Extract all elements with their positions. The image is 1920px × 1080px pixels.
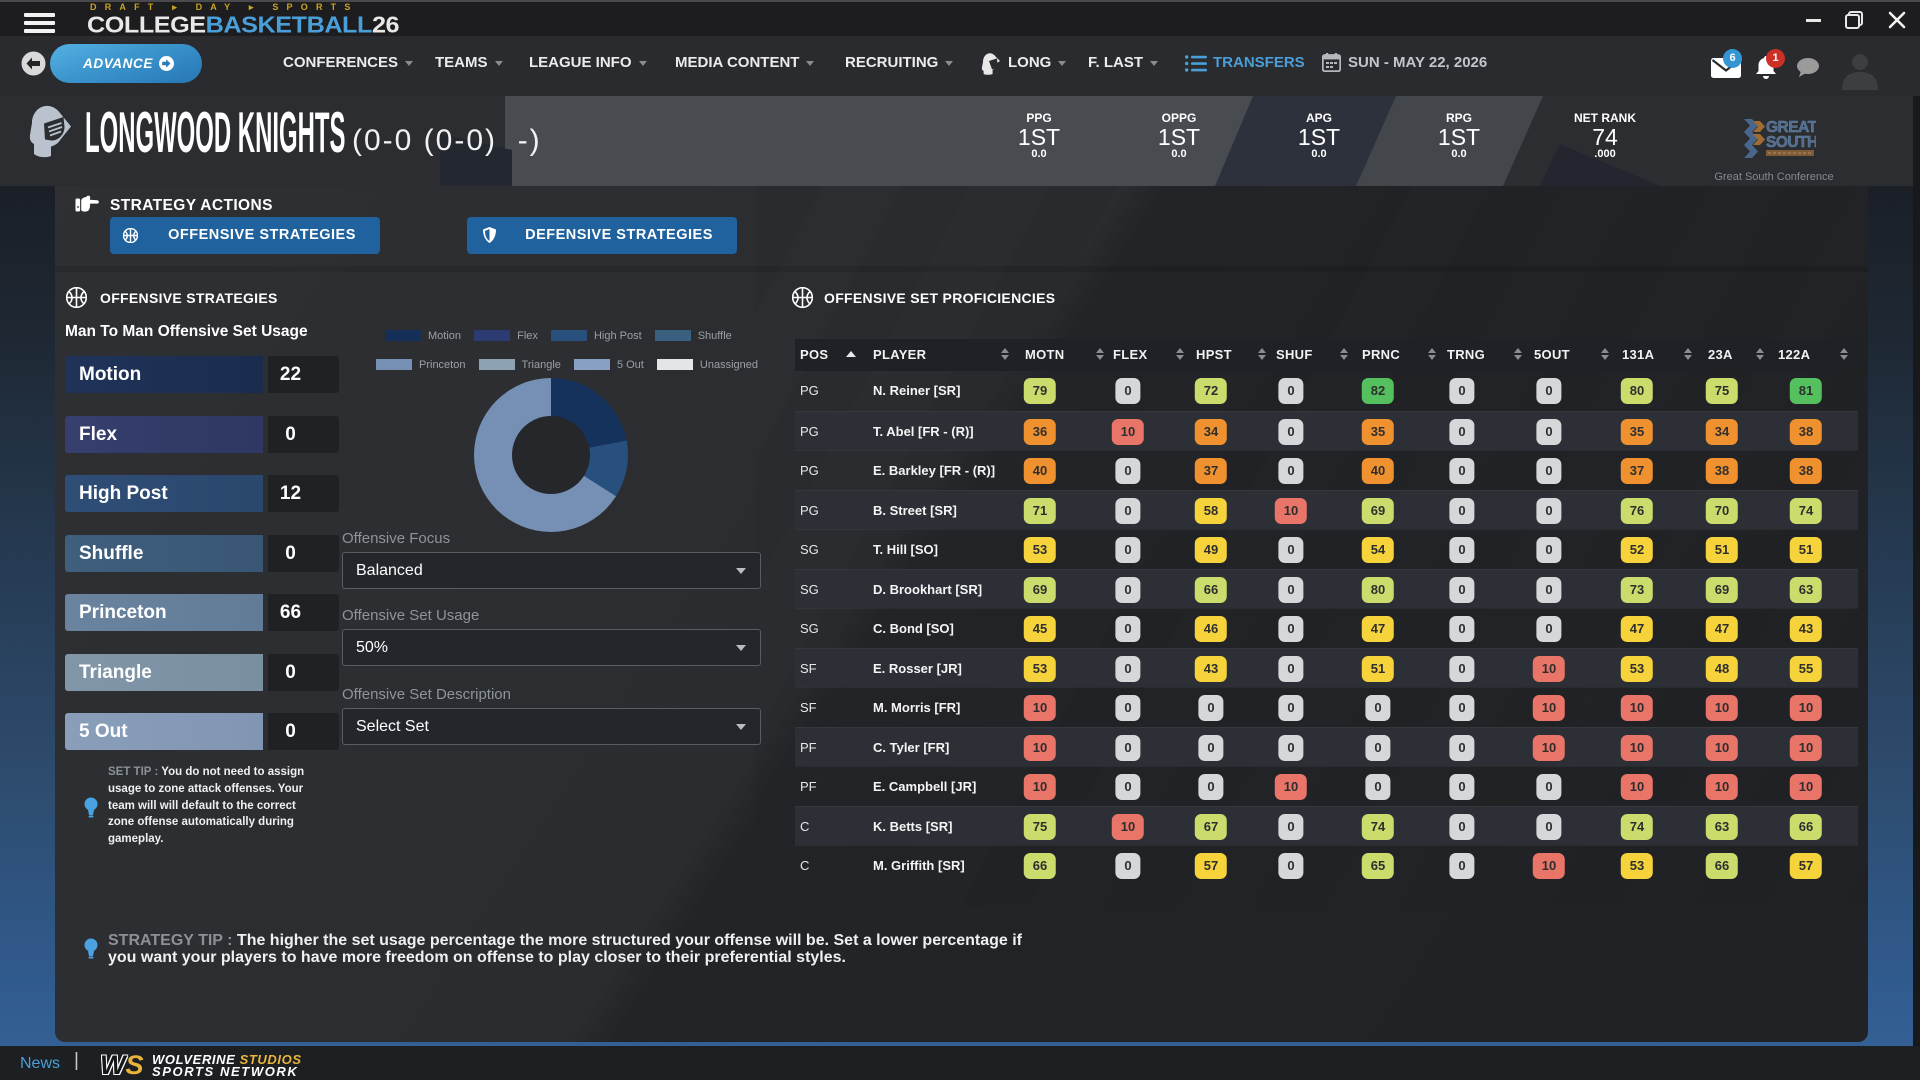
svg-text:GREAT: GREAT bbox=[1766, 119, 1816, 136]
svg-text:SOUTH: SOUTH bbox=[1766, 134, 1816, 151]
